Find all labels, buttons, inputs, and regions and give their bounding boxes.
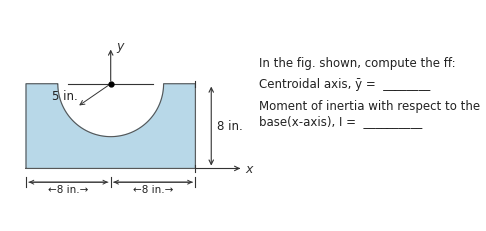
Text: In the fig. shown, compute the ff:: In the fig. shown, compute the ff: xyxy=(259,57,455,70)
Text: ←8 in.→: ←8 in.→ xyxy=(133,185,173,195)
Text: Moment of inertia with respect to the: Moment of inertia with respect to the xyxy=(259,100,480,113)
Polygon shape xyxy=(26,84,195,168)
Text: 8 in.: 8 in. xyxy=(217,120,243,133)
Text: 5 in.: 5 in. xyxy=(52,90,78,103)
Text: y: y xyxy=(116,40,123,53)
Text: Centroidal axis, ȳ =  ________: Centroidal axis, ȳ = ________ xyxy=(259,79,430,91)
Text: ←8 in.→: ←8 in.→ xyxy=(48,185,88,195)
Text: base(x-axis), I =  __________: base(x-axis), I = __________ xyxy=(259,116,422,128)
Text: x: x xyxy=(245,163,253,176)
